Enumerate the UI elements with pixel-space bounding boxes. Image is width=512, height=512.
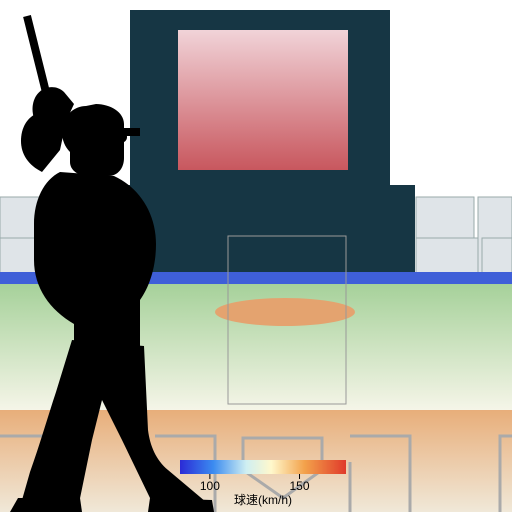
legend-tick: 100: [200, 479, 220, 493]
heat-panel: [178, 30, 348, 170]
pitch-chart: 100 150 球速(km/h): [0, 0, 512, 512]
pitchers-mound: [215, 298, 355, 326]
legend-label: 球速(km/h): [234, 493, 292, 507]
legend-tick: 150: [290, 479, 310, 493]
